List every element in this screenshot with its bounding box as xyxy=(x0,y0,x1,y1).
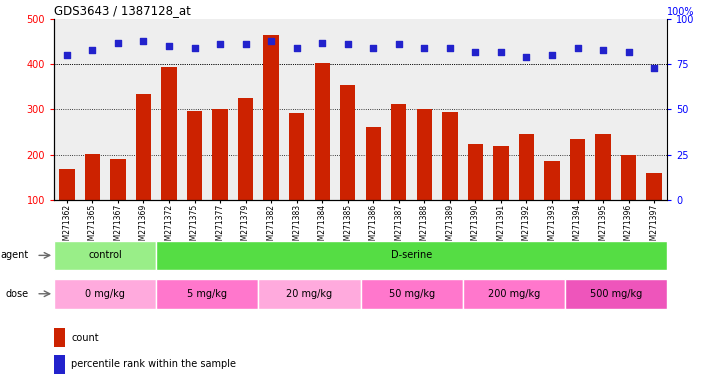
Point xyxy=(521,54,532,60)
Bar xyxy=(263,35,279,200)
Bar xyxy=(54,279,156,308)
Bar xyxy=(156,241,667,270)
Point xyxy=(61,52,73,58)
Bar xyxy=(519,134,534,200)
Point xyxy=(572,45,583,51)
Text: 100%: 100% xyxy=(667,7,694,17)
Bar xyxy=(54,241,156,270)
Bar xyxy=(156,279,258,308)
Bar xyxy=(289,113,304,200)
Bar xyxy=(366,127,381,200)
Bar xyxy=(340,84,355,200)
Point xyxy=(393,41,404,48)
Point xyxy=(163,43,174,50)
Text: percentile rank within the sample: percentile rank within the sample xyxy=(71,359,236,369)
Bar xyxy=(647,173,662,200)
Bar xyxy=(85,154,100,200)
Point xyxy=(87,47,98,53)
Bar xyxy=(565,279,667,308)
Text: 0 mg/kg: 0 mg/kg xyxy=(85,289,125,299)
Bar xyxy=(391,104,407,200)
Bar xyxy=(621,155,637,200)
Bar xyxy=(213,109,228,200)
Text: control: control xyxy=(88,250,122,260)
Bar xyxy=(493,146,508,200)
Point xyxy=(419,45,430,51)
Point xyxy=(648,65,660,71)
Bar xyxy=(136,94,151,200)
Point xyxy=(623,49,634,55)
Bar xyxy=(258,279,360,308)
Bar xyxy=(238,98,253,200)
Point xyxy=(495,49,507,55)
Point xyxy=(265,38,277,44)
Bar xyxy=(570,139,585,200)
Point xyxy=(240,41,252,48)
Point xyxy=(214,41,226,48)
Bar xyxy=(468,144,483,200)
Text: 200 mg/kg: 200 mg/kg xyxy=(487,289,540,299)
Text: 20 mg/kg: 20 mg/kg xyxy=(286,289,332,299)
Bar xyxy=(54,355,65,374)
Bar xyxy=(59,169,74,200)
Bar xyxy=(187,111,202,200)
Bar xyxy=(442,112,458,200)
Text: 500 mg/kg: 500 mg/kg xyxy=(590,289,642,299)
Point xyxy=(597,47,609,53)
Text: agent: agent xyxy=(0,250,29,260)
Point xyxy=(138,38,149,44)
Point xyxy=(547,52,558,58)
Point xyxy=(112,40,124,46)
Bar xyxy=(417,109,432,200)
Bar xyxy=(544,161,559,200)
Point xyxy=(342,41,353,48)
Bar xyxy=(360,279,463,308)
Point xyxy=(317,40,328,46)
Bar xyxy=(162,66,177,200)
Point xyxy=(469,49,481,55)
Point xyxy=(444,45,456,51)
Bar xyxy=(54,328,65,347)
Text: 5 mg/kg: 5 mg/kg xyxy=(187,289,227,299)
Text: 50 mg/kg: 50 mg/kg xyxy=(389,289,435,299)
Bar xyxy=(314,63,329,200)
Bar xyxy=(110,159,125,200)
Point xyxy=(189,45,200,51)
Point xyxy=(368,45,379,51)
Bar xyxy=(463,279,565,308)
Point xyxy=(291,45,302,51)
Text: GDS3643 / 1387128_at: GDS3643 / 1387128_at xyxy=(54,3,191,17)
Text: count: count xyxy=(71,333,99,343)
Bar xyxy=(596,134,611,200)
Text: D-serine: D-serine xyxy=(391,250,432,260)
Text: dose: dose xyxy=(6,289,29,299)
